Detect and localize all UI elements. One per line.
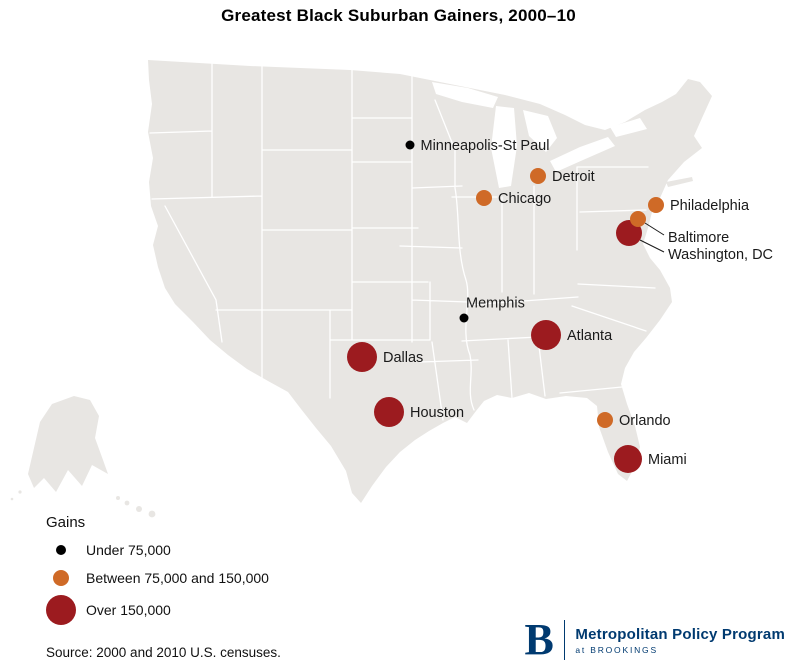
brookings-divider (563, 620, 566, 660)
marker-orlando (597, 412, 613, 428)
legend-dot-large (46, 595, 76, 625)
marker-atlanta (531, 320, 561, 350)
landmass-layer (10, 60, 712, 518)
legend-icon-slot (46, 545, 76, 555)
marker-chicago (476, 190, 492, 206)
brookings-program-name: Metropolitan Policy Program (575, 625, 785, 643)
marker-memphis (459, 313, 469, 323)
label-baltimore: Baltimore (668, 230, 729, 246)
state-borders (149, 61, 656, 421)
legend-icon-slot (46, 595, 76, 625)
brookings-sub-line: at BROOKINGS (575, 644, 658, 655)
legend-heading: Gains (46, 514, 86, 531)
hawaii (116, 496, 156, 518)
lake-michigan (491, 106, 517, 188)
marker-philadelphia (648, 197, 664, 213)
brookings-wordmark: Metropolitan Policy Program at BROOKINGS (575, 626, 785, 655)
source-note: Source: 2000 and 2010 U.S. censuses. (46, 645, 281, 660)
legend-item-under-75000: Under 75,000 (46, 541, 269, 559)
marker-baltimore (630, 211, 646, 227)
label-minneapolis-st-paul: Minneapolis-St Paul (421, 138, 550, 154)
label-miami: Miami (648, 452, 687, 468)
figure-title: Greatest Black Suburban Gainers, 2000–10 (221, 6, 576, 25)
brookings-logo: B Metropolitan Policy Program at BROOKIN… (524, 614, 785, 664)
legend-icon-slot (46, 570, 76, 586)
label-washington-dc: Washington, DC (668, 247, 773, 263)
lake-erie (550, 137, 615, 172)
aleutian-island (10, 497, 14, 501)
alaska (28, 396, 108, 492)
marker-miami (614, 445, 642, 473)
lake-huron (523, 110, 557, 152)
label-dallas: Dallas (383, 350, 423, 366)
legend-dot-small (56, 545, 66, 555)
aleutian-island (18, 490, 22, 494)
label-philadelphia: Philadelphia (670, 198, 750, 214)
great-lakes (432, 82, 647, 188)
leader-line-washington-dc (639, 239, 665, 253)
legend-item-over-150000: Over 150,000 (46, 595, 269, 625)
legend-label: Over 150,000 (86, 602, 171, 618)
lake-superior (432, 82, 498, 108)
label-atlanta: Atlanta (567, 328, 613, 344)
legend: Gains Under 75,000 Between 75,000 and 15… (46, 514, 269, 625)
label-memphis: Memphis (466, 296, 525, 312)
leader-line-baltimore (644, 222, 665, 236)
legend-label: Between 75,000 and 150,000 (86, 570, 269, 586)
legend-label: Under 75,000 (86, 542, 171, 558)
label-houston: Houston (410, 405, 464, 421)
brookings-b-mark: B (524, 614, 554, 664)
marker-detroit (530, 168, 546, 184)
marker-houston (374, 397, 404, 427)
label-orlando: Orlando (619, 413, 671, 429)
legend-item-75000-150000: Between 75,000 and 150,000 (46, 568, 269, 588)
legend-dot-medium (53, 570, 69, 586)
long-island (666, 177, 693, 187)
label-chicago: Chicago (498, 191, 551, 207)
marker-minneapolis-st-paul (405, 140, 415, 150)
lake-ontario (610, 118, 647, 137)
label-detroit: Detroit (552, 169, 595, 185)
marker-dallas (347, 342, 377, 372)
